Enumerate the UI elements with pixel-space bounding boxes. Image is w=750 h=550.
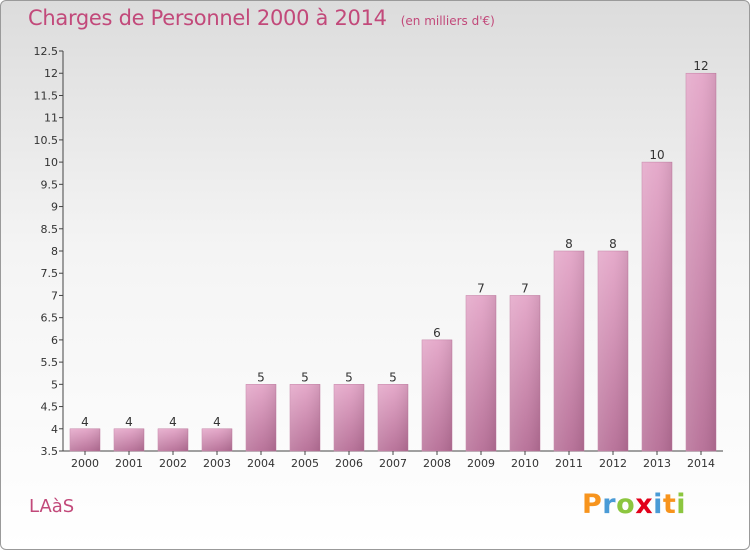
bar-shine xyxy=(378,384,408,451)
bar-shine xyxy=(334,384,364,451)
x-tick-label: 2012 xyxy=(599,457,627,470)
logo-letter: i xyxy=(653,489,663,520)
bar-shine xyxy=(246,384,276,451)
data-label: 7 xyxy=(521,281,529,295)
bar-shine xyxy=(466,295,496,451)
bar-shine xyxy=(510,295,540,451)
logo-letter: r xyxy=(602,489,617,520)
data-label: 4 xyxy=(169,415,177,429)
data-label: 4 xyxy=(213,415,221,429)
chart-title-text: Charges de Personnel 2000 à 2014 xyxy=(28,6,387,30)
y-tick-label: 12 xyxy=(44,67,58,80)
x-tick-label: 2011 xyxy=(555,457,583,470)
proxiti-logo: Proxiti xyxy=(582,489,686,520)
x-tick-label: 2008 xyxy=(423,457,451,470)
y-tick-label: 8 xyxy=(51,245,58,258)
x-tick-label: 2000 xyxy=(71,457,99,470)
y-tick-label: 11.5 xyxy=(34,89,59,102)
bar-shine xyxy=(686,73,716,451)
y-tick-label: 4.5 xyxy=(41,401,59,414)
data-label: 4 xyxy=(125,415,133,429)
y-tick-label: 8.5 xyxy=(41,223,59,236)
x-tick-label: 2014 xyxy=(687,457,715,470)
logo-letter: x xyxy=(635,489,654,520)
y-tick-label: 5.5 xyxy=(41,356,59,369)
x-tick-label: 2004 xyxy=(247,457,275,470)
logo-letter: i xyxy=(676,489,687,520)
bar-shine xyxy=(642,162,672,451)
data-label: 10 xyxy=(649,148,664,162)
y-tick-label: 4 xyxy=(51,423,58,436)
x-tick-label: 2009 xyxy=(467,457,495,470)
data-label: 8 xyxy=(609,237,617,251)
data-label: 8 xyxy=(565,237,573,251)
y-tick-label: 11 xyxy=(44,112,58,125)
x-tick-label: 2005 xyxy=(291,457,319,470)
x-tick-label: 2010 xyxy=(511,457,539,470)
data-label: 12 xyxy=(693,59,708,73)
bar-shine xyxy=(158,428,188,451)
x-tick-label: 2001 xyxy=(115,457,143,470)
y-tick-label: 6.5 xyxy=(41,312,59,325)
data-label: 6 xyxy=(433,326,441,340)
y-tick-label: 10.5 xyxy=(34,134,59,147)
data-label: 5 xyxy=(257,370,265,384)
logo-letter: o xyxy=(616,489,636,520)
bar-shine xyxy=(422,339,452,451)
bar-shine xyxy=(70,428,100,451)
data-label: 7 xyxy=(477,281,485,295)
y-tick-label: 7 xyxy=(51,289,58,302)
y-tick-label: 9.5 xyxy=(41,178,59,191)
bar-shine xyxy=(202,428,232,451)
x-tick-label: 2007 xyxy=(379,457,407,470)
x-tick-label: 2013 xyxy=(643,457,671,470)
bar-shine xyxy=(598,251,628,451)
y-tick-label: 3.5 xyxy=(41,445,59,458)
chart-title: Charges de Personnel 2000 à 2014 (en mill… xyxy=(28,6,495,30)
data-label: 5 xyxy=(301,370,309,384)
bar-shine xyxy=(290,384,320,451)
logo-letter: t xyxy=(662,489,677,520)
y-tick-label: 7.5 xyxy=(41,267,59,280)
data-label: 4 xyxy=(81,415,89,429)
x-tick-label: 2002 xyxy=(159,457,187,470)
place-name: LAàS xyxy=(29,496,75,517)
y-tick-label: 6 xyxy=(51,334,58,347)
x-tick-label: 2006 xyxy=(335,457,363,470)
y-tick-label: 12.5 xyxy=(34,45,59,58)
bar-shine xyxy=(114,428,144,451)
bar-shine xyxy=(554,251,584,451)
x-tick-label: 2003 xyxy=(203,457,231,470)
y-tick-label: 9 xyxy=(51,201,58,214)
data-label: 5 xyxy=(345,370,353,384)
logo-letter: P xyxy=(582,489,603,520)
y-tick-label: 5 xyxy=(51,378,58,391)
y-tick-label: 10 xyxy=(44,156,58,169)
data-label: 5 xyxy=(389,370,397,384)
chart-subtitle: (en milliers d'€) xyxy=(400,14,495,28)
